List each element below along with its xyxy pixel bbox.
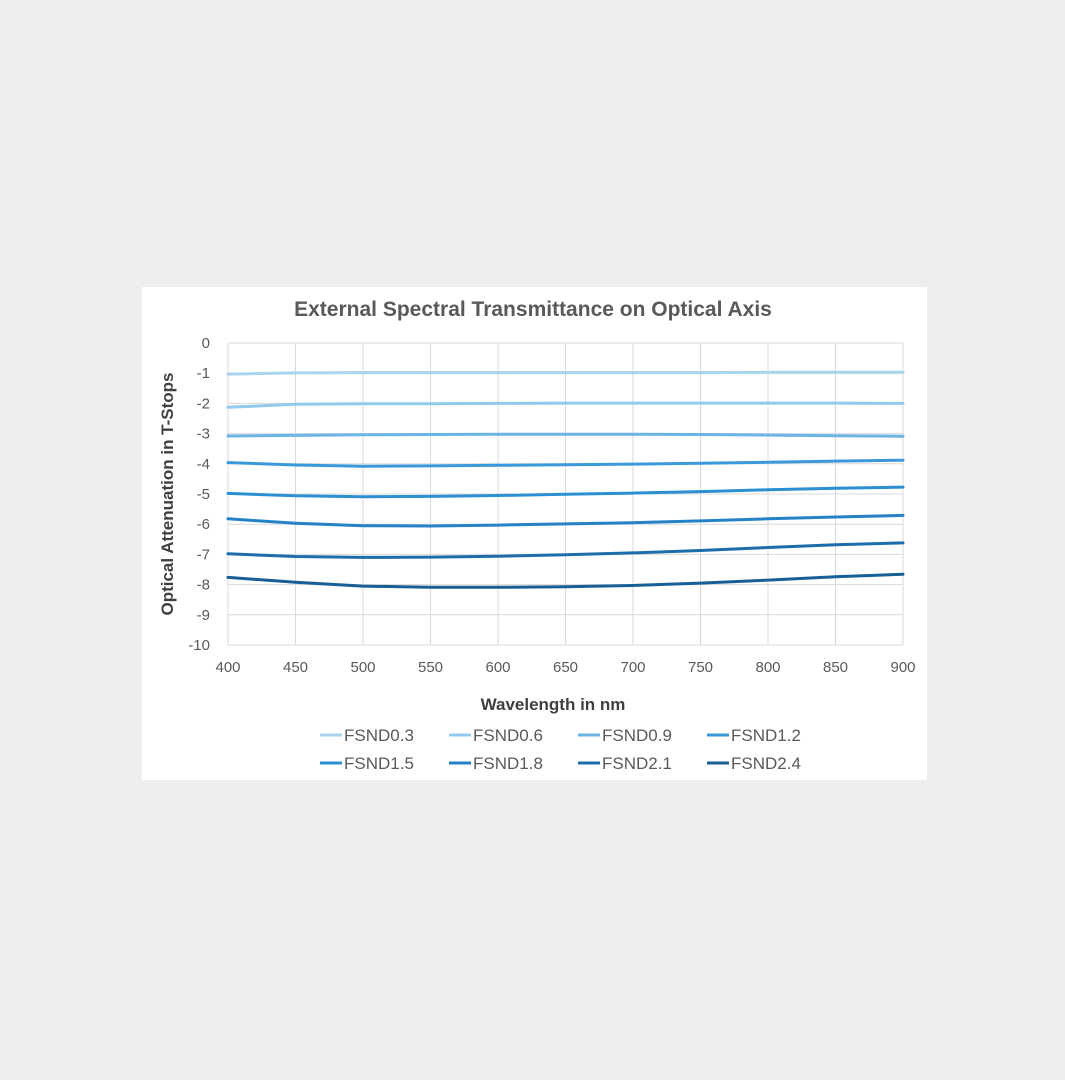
x-tick-label: 850 <box>823 659 848 676</box>
legend-label: FSND1.2 <box>731 726 801 745</box>
y-tick-label: -5 <box>197 486 210 503</box>
x-tick-label: 550 <box>418 659 443 676</box>
legend-item: FSND1.5 <box>320 754 414 773</box>
x-tick-label: 450 <box>283 659 308 676</box>
y-tick-label: -8 <box>197 577 210 594</box>
y-tick-labels: 0 -1 -2 -3 -4 -5 -6 -7 -8 -9 -10 <box>188 335 210 654</box>
x-axis-label: Wavelength in nm <box>481 695 626 714</box>
x-tick-labels: 400 450 500 550 600 650 700 750 800 850 900 <box>215 659 915 676</box>
series-line <box>226 572 905 589</box>
legend-label: FSND2.4 <box>731 754 801 773</box>
series-line <box>226 370 905 376</box>
y-tick-label: -6 <box>197 516 210 533</box>
legend-item: FSND2.4 <box>707 754 801 773</box>
y-tick-label: -3 <box>197 426 210 443</box>
y-tick-label: -7 <box>197 546 210 563</box>
series-line <box>226 401 905 409</box>
line-chart: External Spectral Transmittance on Optic… <box>158 298 916 773</box>
legend-label: FSND0.6 <box>473 726 543 745</box>
legend-item: FSND0.9 <box>578 726 672 745</box>
legend-label: FSND0.3 <box>344 726 414 745</box>
y-tick-label: -2 <box>197 395 210 412</box>
y-tick-label: 0 <box>202 335 210 352</box>
series-line <box>226 513 905 528</box>
x-tick-label: 700 <box>620 659 645 676</box>
legend-label: FSND1.8 <box>473 754 543 773</box>
series-line <box>226 485 905 499</box>
x-tick-label: 600 <box>485 659 510 676</box>
x-tick-label: 800 <box>755 659 780 676</box>
y-tick-label: -4 <box>197 456 210 473</box>
y-axis-label: Optical Attenuation in T-Stops <box>158 372 177 615</box>
y-tick-label: -10 <box>188 637 210 654</box>
y-tick-label: -1 <box>197 365 210 382</box>
series-line <box>226 541 905 559</box>
series-lines <box>226 370 905 589</box>
chart-title: External Spectral Transmittance on Optic… <box>294 298 772 321</box>
legend-label: FSND1.5 <box>344 754 414 773</box>
legend-item: FSND2.1 <box>578 754 672 773</box>
x-tick-label: 650 <box>553 659 578 676</box>
legend-item: FSND0.6 <box>449 726 543 745</box>
series-line <box>226 432 905 438</box>
legend-label: FSND2.1 <box>602 754 672 773</box>
legend-item: FSND0.3 <box>320 726 414 745</box>
legend-item: FSND1.8 <box>449 754 543 773</box>
legend-item: FSND1.2 <box>707 726 801 745</box>
x-tick-label: 500 <box>350 659 375 676</box>
series-line <box>226 458 905 468</box>
x-tick-label: 400 <box>215 659 240 676</box>
x-tick-label: 900 <box>890 659 915 676</box>
y-tick-label: -9 <box>197 607 210 624</box>
chart-card: External Spectral Transmittance on Optic… <box>142 287 927 780</box>
legend-label: FSND0.9 <box>602 726 672 745</box>
legend: FSND0.3 FSND0.6 FSND0.9 FSND1.2 FSND1.5 FSND1… <box>320 726 801 773</box>
x-tick-label: 750 <box>688 659 713 676</box>
